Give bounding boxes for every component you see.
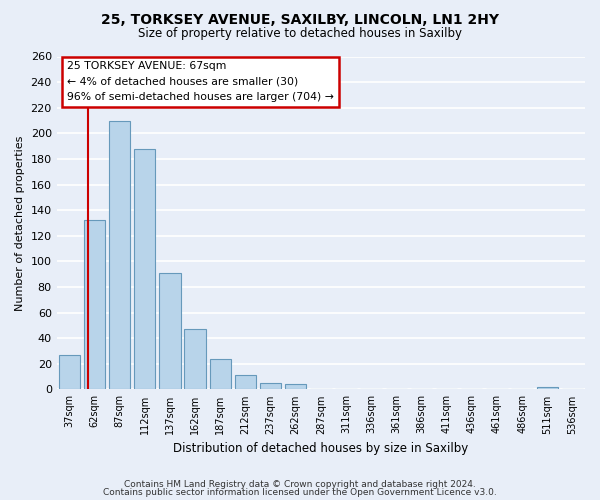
X-axis label: Distribution of detached houses by size in Saxilby: Distribution of detached houses by size …	[173, 442, 469, 455]
Text: 25, TORKSEY AVENUE, SAXILBY, LINCOLN, LN1 2HY: 25, TORKSEY AVENUE, SAXILBY, LINCOLN, LN…	[101, 12, 499, 26]
Bar	[59, 355, 80, 390]
Text: Contains HM Land Registry data © Crown copyright and database right 2024.: Contains HM Land Registry data © Crown c…	[124, 480, 476, 489]
Text: Size of property relative to detached houses in Saxilby: Size of property relative to detached ho…	[138, 28, 462, 40]
Bar	[235, 376, 256, 390]
Bar	[184, 329, 206, 390]
Bar	[285, 384, 307, 390]
Bar	[209, 358, 231, 390]
Text: 25 TORKSEY AVENUE: 67sqm
← 4% of detached houses are smaller (30)
96% of semi-de: 25 TORKSEY AVENUE: 67sqm ← 4% of detache…	[67, 62, 334, 102]
Bar	[109, 120, 130, 390]
Bar	[260, 383, 281, 390]
Bar	[159, 273, 181, 390]
Bar	[134, 148, 155, 390]
Bar	[536, 387, 558, 390]
Y-axis label: Number of detached properties: Number of detached properties	[15, 136, 25, 310]
Text: Contains public sector information licensed under the Open Government Licence v3: Contains public sector information licen…	[103, 488, 497, 497]
Bar	[84, 220, 105, 390]
